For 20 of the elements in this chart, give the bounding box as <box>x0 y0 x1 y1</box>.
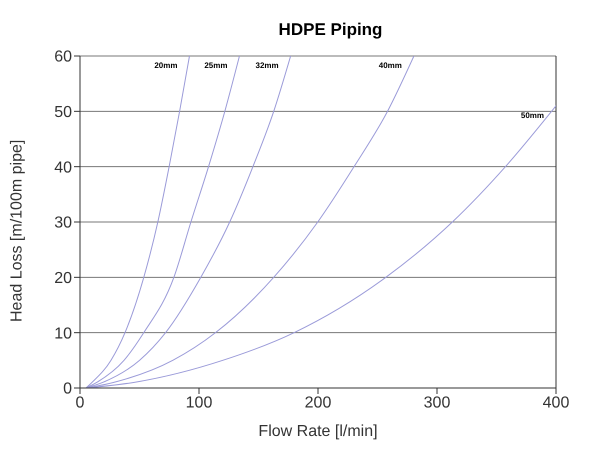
y-tick-label: 60 <box>54 48 72 66</box>
y-axis-title: Head Loss [m/100m pipe] <box>8 140 26 322</box>
x-tick-label: 100 <box>186 394 212 412</box>
chart-title: HDPE Piping <box>278 20 384 40</box>
x-axis-title: Flow Rate [l/min] <box>258 423 378 440</box>
x-tick-label: 300 <box>424 394 450 412</box>
y-tick-label: 50 <box>54 104 72 122</box>
series-label: 40mm <box>378 61 402 70</box>
y-tick-label: 20 <box>54 270 72 288</box>
x-tick-label: 400 <box>542 394 570 412</box>
series-label: 25mm <box>204 61 228 70</box>
x-tick-label: 200 <box>304 394 332 412</box>
y-tick-label: 30 <box>54 214 72 232</box>
series-label: 32mm <box>256 61 279 70</box>
y-tick-label: 40 <box>54 159 72 176</box>
y-tick-label: 10 <box>54 325 72 342</box>
series-label: 20mm <box>154 61 178 70</box>
series-label: 50mm <box>520 110 544 120</box>
x-tick-label: 0 <box>76 394 85 412</box>
y-tick-label: 0 <box>63 380 72 398</box>
